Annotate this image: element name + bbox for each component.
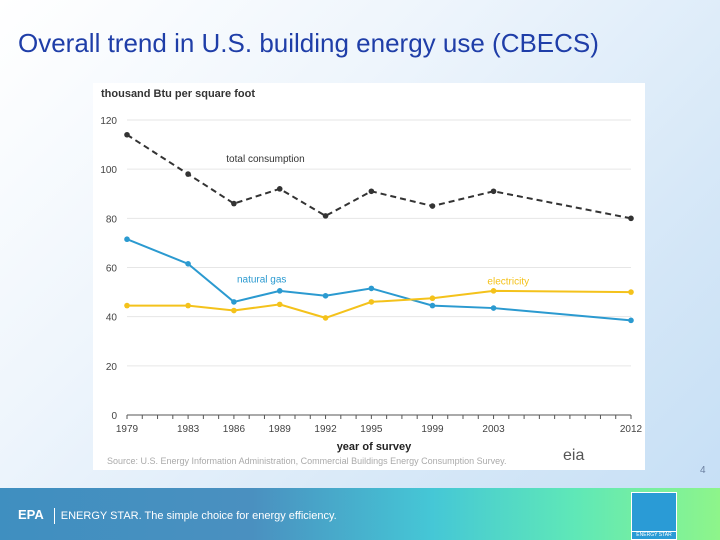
x-tick-label: 1983 bbox=[177, 424, 200, 435]
y-tick-label: 0 bbox=[111, 411, 117, 422]
data-point bbox=[429, 295, 436, 302]
x-tick-label: 1999 bbox=[421, 424, 444, 435]
data-point bbox=[368, 285, 375, 292]
source-note: Source: U.S. Energy Information Administ… bbox=[107, 456, 507, 466]
slide-title: Overall trend in U.S. building energy us… bbox=[18, 28, 599, 58]
epa-logo: EPA bbox=[18, 507, 44, 522]
data-point bbox=[276, 186, 283, 192]
data-point bbox=[429, 302, 436, 309]
data-point bbox=[628, 317, 634, 324]
data-point bbox=[490, 305, 497, 311]
x-tick-label: 1992 bbox=[314, 424, 337, 435]
x-tick-label: 2003 bbox=[482, 424, 505, 435]
y-tick-label: 60 bbox=[106, 264, 118, 275]
series-label: electricity bbox=[487, 277, 529, 288]
data-point bbox=[429, 203, 436, 209]
x-tick-label: 1995 bbox=[360, 424, 383, 435]
y-tick-label: 40 bbox=[106, 313, 118, 324]
data-point bbox=[322, 213, 329, 219]
data-point bbox=[124, 236, 130, 243]
x-tick-label: 1989 bbox=[269, 424, 292, 435]
footer-branding: EPA ENERGY STAR. The simple choice for en… bbox=[18, 507, 337, 525]
x-tick-label: 1986 bbox=[223, 424, 246, 435]
data-point bbox=[185, 302, 191, 309]
footer: EPA ENERGY STAR. The simple choice for en… bbox=[0, 488, 720, 540]
data-point bbox=[490, 288, 497, 294]
series-label: natural gas bbox=[237, 274, 286, 285]
data-point bbox=[185, 261, 191, 267]
data-point bbox=[185, 171, 191, 177]
chart: thousand Btu per square foot 0 20 40 60 80 10… bbox=[93, 83, 645, 470]
footer-tagline: ENERGY STAR. The simple choice for energ… bbox=[60, 510, 337, 522]
series-line-natural-gas bbox=[126, 238, 632, 322]
data-point bbox=[322, 315, 329, 321]
data-point bbox=[276, 288, 283, 294]
energy-star-logo: ENERGY STAR bbox=[631, 492, 677, 540]
series-line-total-consumption bbox=[126, 133, 632, 220]
data-point bbox=[322, 292, 329, 299]
y-tick-label: 100 bbox=[100, 165, 117, 176]
eia-logo: eia bbox=[563, 447, 584, 464]
line-chart: thousand Btu per square foot 0 20 40 60 80 10… bbox=[100, 88, 643, 466]
data-point bbox=[628, 215, 634, 222]
y-tick-label: 80 bbox=[106, 214, 118, 225]
y-tick-label: 20 bbox=[106, 362, 118, 373]
data-point bbox=[124, 131, 130, 138]
data-point bbox=[231, 307, 237, 314]
data-point bbox=[490, 188, 497, 195]
data-point bbox=[124, 302, 130, 309]
x-tick-label: 1979 bbox=[116, 424, 139, 435]
x-tick-label: 2012 bbox=[620, 424, 643, 435]
page-number: 4 bbox=[700, 465, 706, 476]
series-label: total consumption bbox=[226, 154, 304, 165]
data-point bbox=[368, 188, 375, 195]
data-point bbox=[231, 299, 237, 305]
y-tick-label: 120 bbox=[100, 116, 117, 127]
data-point bbox=[628, 289, 634, 295]
data-point bbox=[276, 301, 283, 308]
data-point bbox=[231, 200, 237, 207]
data-point bbox=[368, 299, 375, 305]
y-axis-label: thousand Btu per square foot bbox=[101, 88, 255, 100]
x-axis-label: year of survey bbox=[337, 441, 412, 453]
